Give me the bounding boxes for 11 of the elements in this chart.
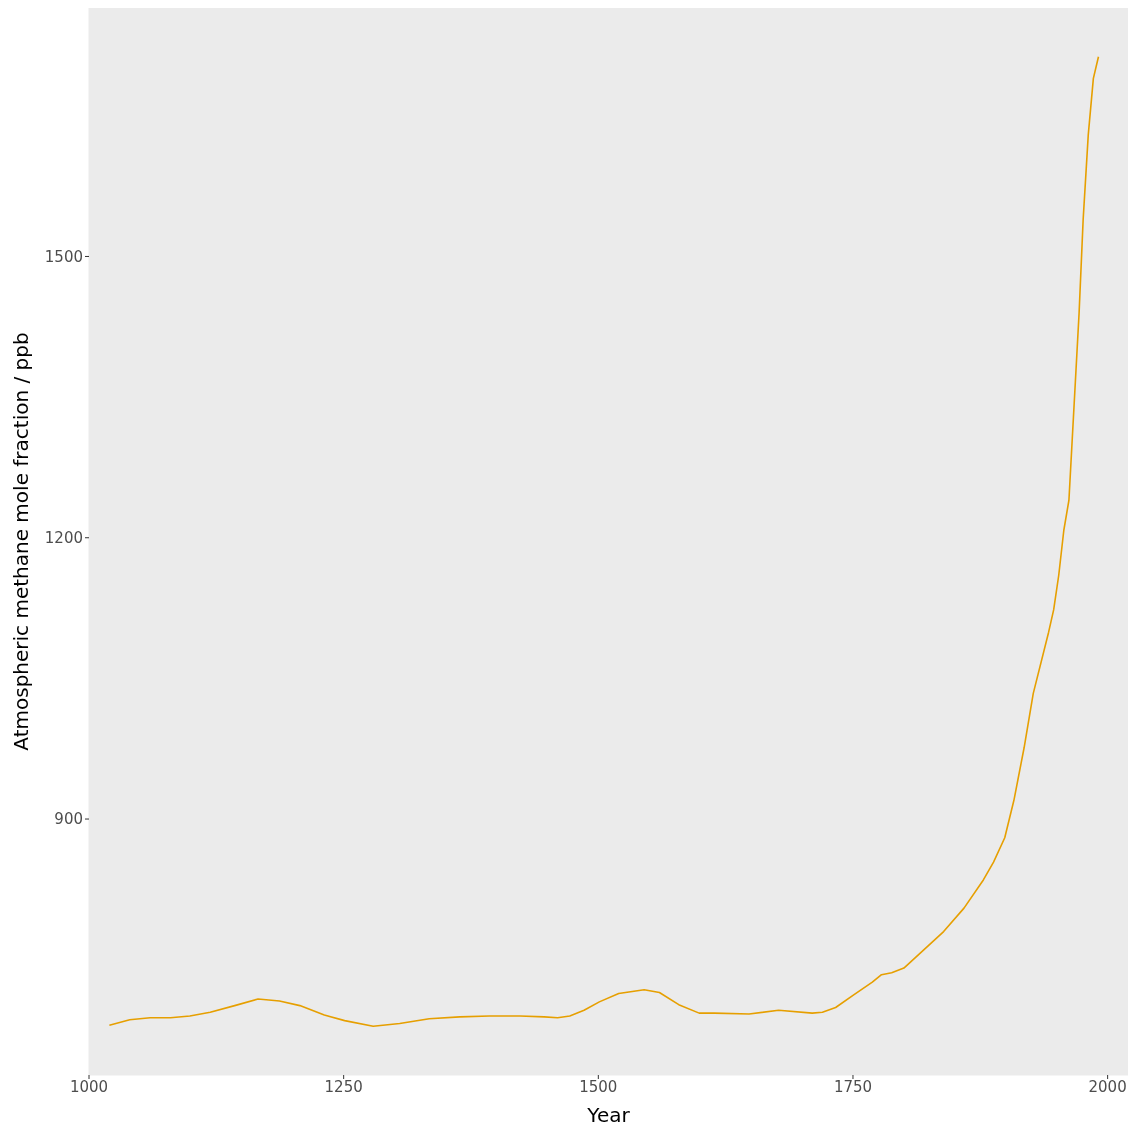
x-tick-label: 1500	[579, 1077, 618, 1096]
line-series	[108, 55, 1100, 1028]
y-axis-title: Atmospheric methane mole fraction / ppb	[9, 332, 34, 751]
x-axis-title: Year	[586, 1103, 631, 1124]
y-tick-label: 1500	[44, 247, 83, 266]
y-tick-label: 1200	[44, 529, 83, 548]
x-tick-label: 1750	[833, 1077, 873, 1096]
x-tick-label: 2000	[1088, 1077, 1127, 1096]
x-tick-label: 1000	[69, 1077, 109, 1096]
y-tick-label: 900	[54, 810, 83, 829]
x-tick-label: 1250	[324, 1077, 363, 1096]
